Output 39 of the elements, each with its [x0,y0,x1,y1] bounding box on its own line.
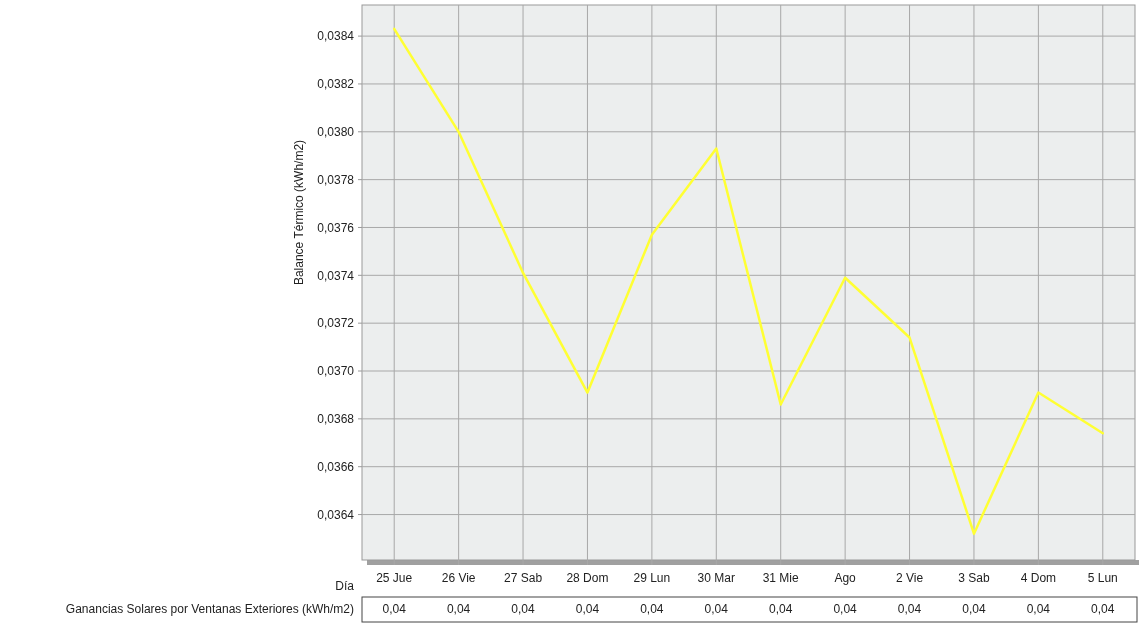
x-tick-label: 27 Sab [504,571,543,585]
x-tick-label: 28 Dom [566,571,609,585]
text: 0,04 [511,602,536,616]
y-tick-label: 0,0366 [317,459,355,474]
y-tick-label: 0,0372 [317,316,355,331]
y-tick-label: 0,0378 [317,172,355,187]
text: 0,04 [1091,602,1115,616]
x-tick-label: 29 Lun [633,571,671,585]
text: 0,04 [962,602,986,616]
text: 0,04 [640,602,664,616]
x-tick-label: 30 Mar [697,571,735,585]
y-tick-label: 0,0370 [317,364,355,379]
line-series [392,27,1105,535]
text: 0,04 [833,602,858,616]
y-tick-label: 0,0376 [317,220,355,235]
text: 0,04 [382,602,407,616]
x-tick-label: 5 Lun [1087,571,1118,585]
text: 0,04 [769,602,793,616]
y-tick-label: 0,0382 [317,77,355,92]
x-tick-label: 2 Vie [895,571,924,585]
x-tick-label: 25 Jue [376,571,413,585]
x-tick-label: Ago [834,571,857,585]
text: 0,04 [1026,602,1051,616]
y-tick-label: 0,0384 [317,29,355,44]
y-tick-label: 0,0364 [317,507,355,522]
x-tick-label: 3 Sab [958,571,990,585]
text: Ganancias Solares por Ventanas Exteriores (kWh/m2) [65,602,354,616]
x-tick-label: 26 Vie [441,571,476,585]
y-tick-label: 0,0380 [317,124,355,139]
y-tick-label: 0,0368 [317,412,355,427]
x-tick-label: 31 Mie [762,571,800,585]
x-axis-title: Día [335,579,355,593]
x-tick-label: 4 Dom [1020,571,1057,585]
y-tick-label: 0,0374 [317,268,355,283]
text: 0,04 [704,602,729,616]
text: 0,04 [897,602,922,616]
y-axis-title: Balance Térmico (kWh/m2) [292,139,306,286]
text: 0,04 [446,602,471,616]
text: 0,04 [575,602,600,616]
